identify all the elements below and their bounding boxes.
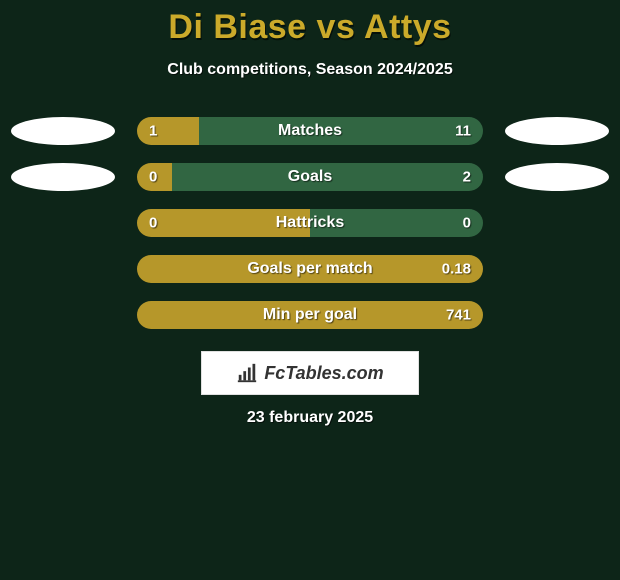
comparison-row: 02Goals	[0, 163, 620, 191]
left-side-slot	[3, 255, 123, 283]
stat-bar: 741Min per goal	[137, 301, 483, 329]
bar-right-segment	[199, 117, 483, 145]
right-side-slot	[497, 301, 617, 329]
left-side-slot	[3, 301, 123, 329]
right-side-slot	[497, 255, 617, 283]
date-text: 23 february 2025	[0, 409, 620, 427]
right-ellipse-icon	[505, 163, 609, 191]
right-side-slot	[497, 209, 617, 237]
bar-right-segment	[172, 163, 483, 191]
left-ellipse-icon	[11, 117, 115, 145]
right-value: 0.18	[442, 261, 471, 278]
comparison-row: 00Hattricks	[0, 209, 620, 237]
subtitle: Club competitions, Season 2024/2025	[0, 61, 620, 79]
left-value: 0	[149, 169, 157, 186]
comparison-row: 111Matches	[0, 117, 620, 145]
left-value: 1	[149, 123, 157, 140]
stat-bar: 0.18Goals per match	[137, 255, 483, 283]
left-ellipse-icon	[11, 163, 115, 191]
comparison-rows: 111Matches02Goals00Hattricks0.18Goals pe…	[0, 117, 620, 329]
left-side-slot	[3, 209, 123, 237]
right-value: 11	[455, 123, 471, 140]
stat-bar: 00Hattricks	[137, 209, 483, 237]
comparison-row: 741Min per goal	[0, 301, 620, 329]
brand-text: FcTables.com	[264, 363, 383, 384]
right-value: 2	[463, 169, 471, 186]
stat-bar: 111Matches	[137, 117, 483, 145]
brand-chart-icon	[236, 362, 258, 384]
bar-left-segment	[137, 209, 310, 237]
bar-left-segment	[137, 255, 483, 283]
right-value: 741	[446, 307, 471, 324]
left-value: 0	[149, 215, 157, 232]
bar-left-segment	[137, 301, 483, 329]
right-value: 0	[463, 215, 471, 232]
stat-bar: 02Goals	[137, 163, 483, 191]
right-ellipse-icon	[505, 117, 609, 145]
left-side-slot	[3, 163, 123, 191]
right-side-slot	[497, 163, 617, 191]
page-title: Di Biase vs Attys	[0, 0, 620, 47]
comparison-row: 0.18Goals per match	[0, 255, 620, 283]
bar-right-segment	[310, 209, 483, 237]
comparison-infographic: Di Biase vs Attys Club competitions, Sea…	[0, 0, 620, 580]
bar-left-segment	[137, 117, 199, 145]
left-side-slot	[3, 117, 123, 145]
right-side-slot	[497, 117, 617, 145]
brand-badge: FcTables.com	[201, 351, 419, 395]
